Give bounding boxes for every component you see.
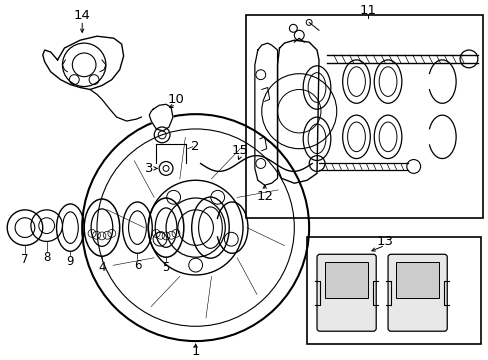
Text: 2: 2	[191, 140, 200, 153]
Text: 10: 10	[167, 93, 184, 106]
Text: 4: 4	[98, 261, 105, 274]
Text: 8: 8	[43, 251, 50, 264]
Text: 12: 12	[256, 190, 273, 203]
Text: 15: 15	[231, 144, 248, 157]
FancyBboxPatch shape	[316, 254, 375, 331]
Text: 3: 3	[145, 162, 153, 175]
Polygon shape	[42, 36, 123, 90]
Text: 11: 11	[359, 4, 376, 17]
Bar	[306, 238, 480, 344]
Bar	[395, 262, 438, 298]
Text: 14: 14	[74, 9, 90, 22]
Text: 6: 6	[133, 258, 141, 271]
Text: 5: 5	[162, 261, 169, 274]
FancyBboxPatch shape	[387, 254, 447, 331]
Bar	[324, 262, 367, 298]
Polygon shape	[149, 104, 173, 131]
Bar	[245, 15, 482, 218]
Text: 13: 13	[376, 235, 393, 248]
Text: 9: 9	[66, 255, 74, 268]
Text: 1: 1	[191, 346, 200, 359]
Polygon shape	[277, 40, 318, 183]
Text: 7: 7	[21, 253, 29, 266]
